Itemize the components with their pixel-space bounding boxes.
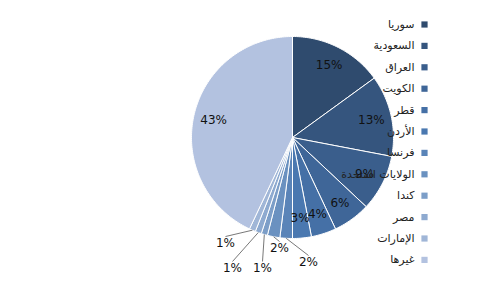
- svg-text:العراق: العراق: [385, 61, 414, 74]
- svg-text:غيرها: غيرها: [390, 253, 415, 266]
- svg-text:الكويت: الكويت: [382, 82, 414, 95]
- svg-text:3%: 3%: [291, 211, 310, 225]
- svg-text:43%: 43%: [200, 113, 227, 127]
- svg-text:15%: 15%: [316, 58, 343, 72]
- svg-text:سوريا: سوريا: [388, 18, 415, 31]
- svg-text:قطر: قطر: [393, 104, 414, 117]
- svg-text:الأردن: الأردن: [387, 124, 415, 138]
- svg-text:6%: 6%: [330, 196, 349, 210]
- svg-text:الإمارات: الإمارات: [377, 232, 414, 245]
- svg-text:1%: 1%: [253, 261, 272, 275]
- svg-text:13%: 13%: [358, 113, 385, 127]
- svg-text:السعودية: السعودية: [373, 39, 414, 52]
- svg-text:كندا: كندا: [397, 189, 415, 202]
- svg-text:1%: 1%: [216, 236, 235, 250]
- svg-text:2%: 2%: [270, 241, 289, 255]
- svg-text:2%: 2%: [299, 255, 318, 269]
- svg-text:فرنسا: فرنسا: [387, 146, 415, 159]
- svg-text:4%: 4%: [308, 207, 327, 221]
- svg-text:1%: 1%: [223, 261, 242, 275]
- svg-text:الولايات المتحدة: الولايات المتحدة: [341, 168, 414, 181]
- svg-text:مصر: مصر: [392, 211, 415, 224]
